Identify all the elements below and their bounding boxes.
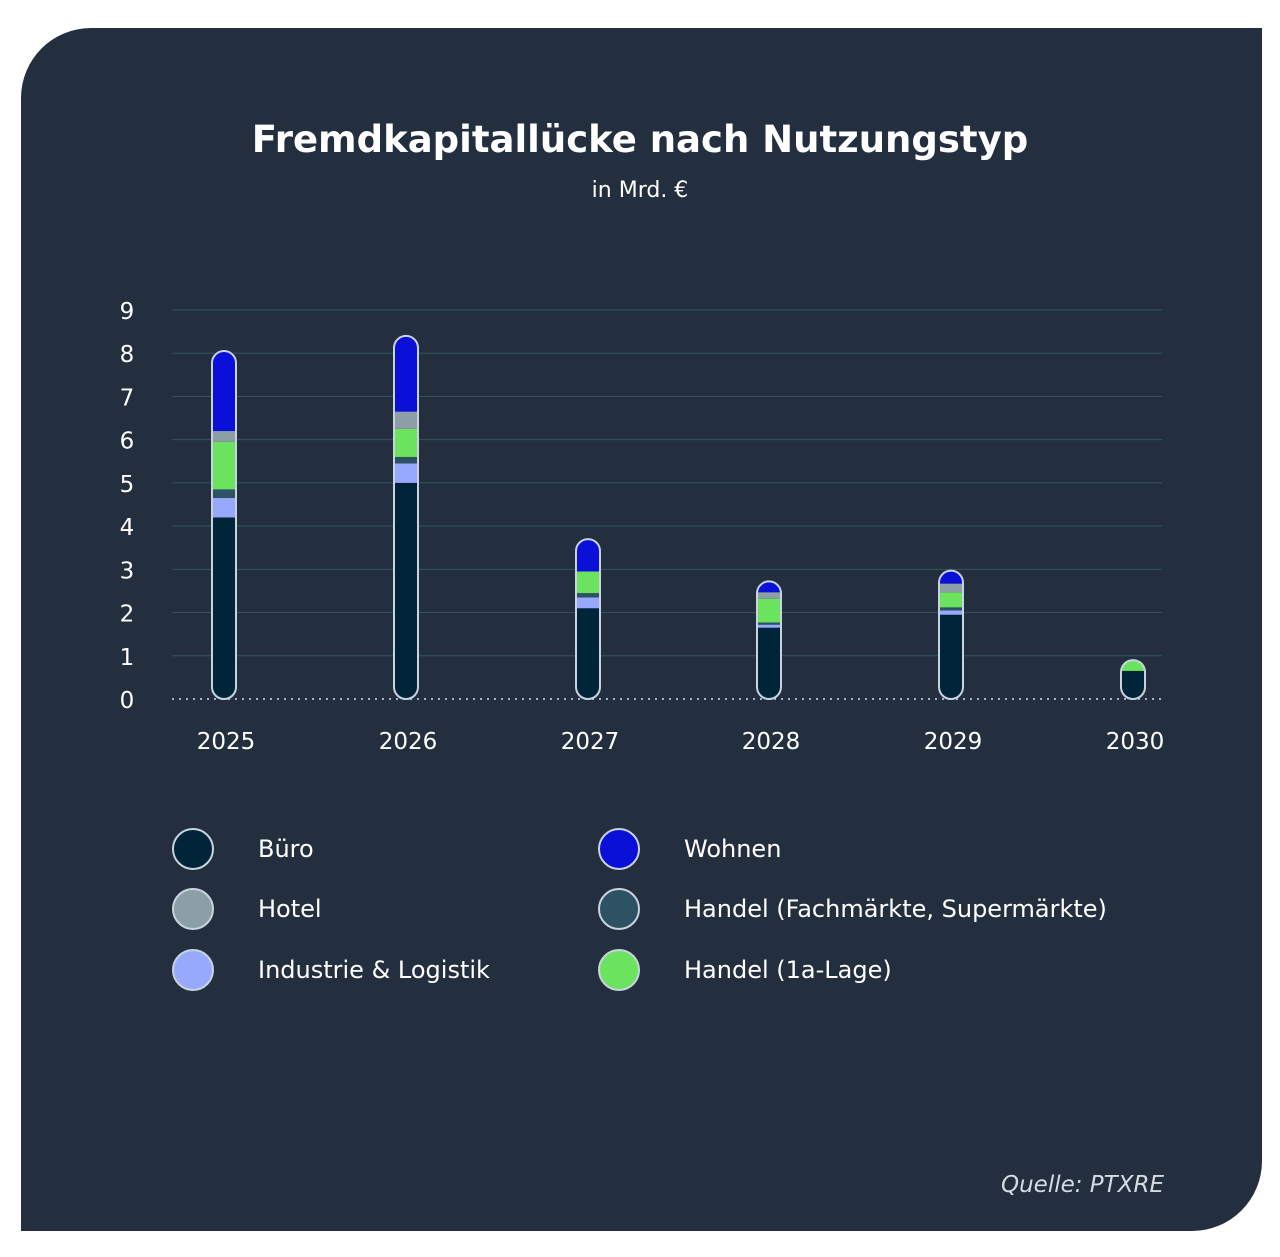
bar-segment [757, 598, 781, 623]
bar-segment [394, 463, 418, 483]
bar-segment [757, 581, 781, 593]
x-tick-label: 2028 [742, 729, 801, 755]
bar-stack-2030 [1121, 660, 1145, 699]
bar-stack-2029 [939, 570, 963, 699]
y-tick-label: 9 [120, 299, 135, 325]
legend-label: Handel (Fachmärkte, Supermärkte) [684, 895, 1107, 923]
legend-label: Büro [258, 835, 314, 863]
bar-segment [939, 614, 963, 699]
bar-outline [756, 580, 782, 700]
x-tick-label: 2025 [197, 729, 256, 755]
legend-item: Handel (1a-Lage) [598, 949, 892, 991]
legend-swatch-icon [598, 949, 640, 991]
bar-segment [212, 441, 236, 490]
bar-segment [939, 610, 963, 615]
y-tick-label: 1 [120, 645, 135, 671]
source-note: Quelle: PTXRE [1000, 1172, 1164, 1198]
bar-segment [394, 335, 418, 412]
bar-segment [576, 593, 600, 598]
bar-segment [576, 597, 600, 609]
bar-segment [212, 498, 236, 518]
bar-segment [1121, 660, 1145, 671]
bar-outline [393, 334, 419, 700]
bar-segment [1121, 670, 1145, 699]
legend-swatch-icon [598, 828, 640, 870]
chart-subtitle: in Mrd. € [591, 178, 689, 203]
legend-swatch-icon [598, 888, 640, 930]
bar-segment [939, 607, 963, 611]
bar-segment [394, 456, 418, 464]
y-tick-label: 3 [120, 558, 135, 584]
bar-outline [1120, 659, 1146, 700]
legend-swatch-icon [172, 888, 214, 930]
bar-outline [938, 569, 964, 700]
legend-label: Industrie & Logistik [258, 956, 490, 984]
legend-item: Handel (Fachmärkte, Supermärkte) [598, 888, 1107, 930]
y-tick-label: 6 [120, 429, 135, 455]
y-tick-label: 7 [120, 385, 135, 411]
legend-item: Büro [172, 828, 314, 870]
bar-segment [394, 482, 418, 699]
bar-segment [939, 570, 963, 584]
legend-item: Wohnen [598, 828, 781, 870]
bar-segment [394, 428, 418, 457]
bar-segment [212, 351, 236, 432]
bar-segment [757, 627, 781, 699]
y-tick-label: 8 [120, 342, 135, 368]
bar-stack-2027 [576, 539, 600, 699]
bar-segment [939, 583, 963, 593]
bar-segment [212, 489, 236, 499]
chart-plot: 0 1 2 3 4 5 6 7 8 9 2025 2026 2027 2028 2029 2030 [120, 299, 1165, 755]
bar-segment [212, 431, 236, 442]
bar-segment [576, 539, 600, 572]
bar-segment [576, 608, 600, 699]
bar-segment [212, 517, 236, 699]
legend-label: Wohnen [684, 835, 782, 863]
x-tick-label: 2026 [379, 729, 438, 755]
bar-segment [576, 571, 600, 594]
chart-title: Fremdkapitallücke nach Nutzungstyp [251, 118, 1029, 161]
legend-item: Industrie & Logistik [172, 949, 490, 991]
legend-label: Handel (1a-Lage) [684, 956, 892, 984]
bar-segment [757, 622, 781, 625]
bar-segment [757, 592, 781, 599]
bar-segment [939, 592, 963, 608]
x-tick-label: 2030 [1106, 729, 1165, 755]
y-tick-label: 2 [120, 602, 135, 628]
bar-stack-2028 [757, 581, 781, 699]
legend-swatch-icon [172, 828, 214, 870]
x-tick-label: 2029 [924, 729, 983, 755]
legend-label: Hotel [258, 895, 322, 923]
y-tick-label: 4 [120, 515, 135, 541]
x-tick-label: 2027 [561, 729, 620, 755]
legend-swatch-icon [172, 949, 214, 991]
y-tick-label: 5 [120, 472, 135, 498]
bar-segment [394, 411, 418, 429]
bar-segment [757, 624, 781, 628]
legend-item: Hotel [172, 888, 322, 930]
bar-stack-2026 [394, 335, 418, 699]
bar-stack-2025 [212, 351, 236, 699]
bar-outline [575, 538, 601, 700]
y-tick-label: 0 [120, 688, 135, 714]
bar-outline [211, 350, 237, 700]
